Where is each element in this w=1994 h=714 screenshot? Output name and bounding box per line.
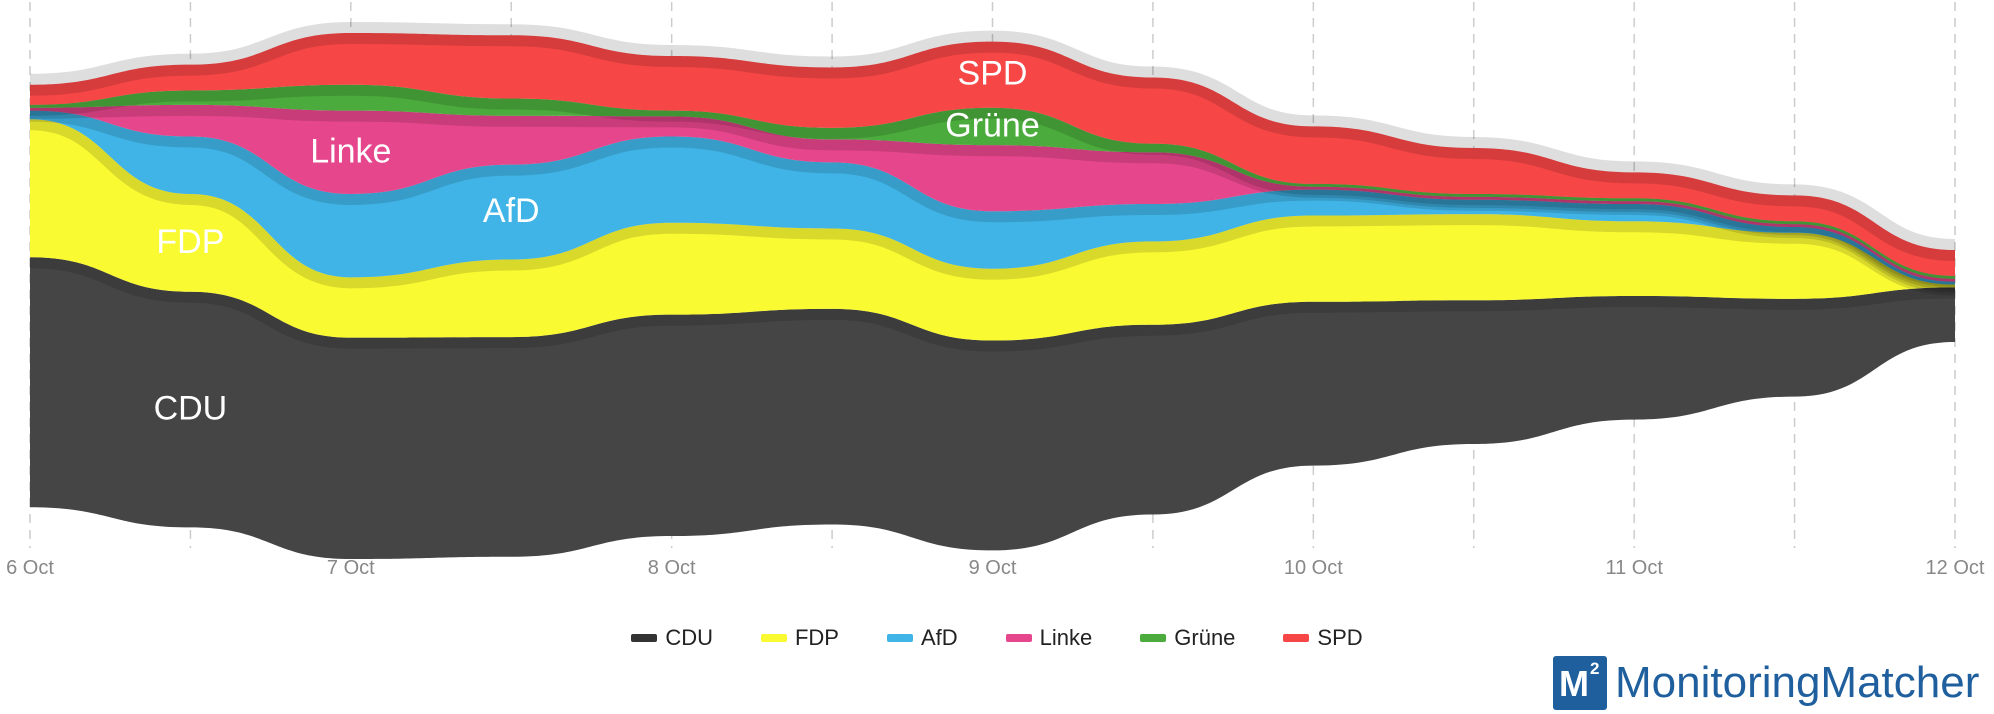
legend-label: SPD <box>1317 625 1363 650</box>
legend-item-afd[interactable]: AfD <box>886 625 958 651</box>
area-label-gruene: Grüne <box>945 106 1040 144</box>
area-label-fdp: FDP <box>156 223 224 261</box>
legend-swatch <box>631 634 658 642</box>
area-afd <box>30 110 1955 285</box>
x-tick-label: 6 Oct <box>6 557 54 579</box>
legend-item-cdu[interactable]: CDU <box>631 625 713 651</box>
legend-label: Linke <box>1039 625 1093 650</box>
legend-swatch <box>1005 634 1032 642</box>
logo-mark-superscript: 2 <box>1590 659 1600 678</box>
area-label-spd: SPD <box>958 55 1028 93</box>
legend-swatch <box>886 634 913 642</box>
logo-wordmark: MonitoringMatcher <box>1615 658 1980 707</box>
legend-swatch <box>1140 634 1167 642</box>
x-tick-label: 9 Oct <box>969 557 1017 579</box>
area-label-cdu: CDU <box>154 390 228 428</box>
x-tick-label: 10 Oct <box>1284 557 1343 579</box>
x-tick-label: 8 Oct <box>648 557 696 579</box>
area-label-linke: Linke <box>310 132 391 170</box>
legend-label: CDU <box>665 625 713 650</box>
area-label-afd: AfD <box>483 192 540 230</box>
x-tick-label: 12 Oct <box>1926 557 1985 579</box>
area-cdu <box>30 257 1955 559</box>
logo-mark-icon: M 2 <box>1553 656 1607 710</box>
area-spd <box>30 33 1955 276</box>
area-fdp <box>30 119 1955 341</box>
legend-item-fdp[interactable]: FDP <box>760 625 839 651</box>
area-labels: CDU FDP AfD Linke Grüne SPD <box>154 55 1040 428</box>
area-gruene <box>30 84 1955 279</box>
legend-item-linke[interactable]: Linke <box>1005 625 1093 651</box>
area-edge-band <box>29 22 1956 262</box>
legend-label: Grüne <box>1174 625 1236 650</box>
x-tick-label: 7 Oct <box>327 557 375 579</box>
legend-item-gruene[interactable]: Grüne <box>1140 625 1235 651</box>
logo-mark-letter: M <box>1559 663 1589 704</box>
legend-swatch <box>1283 634 1310 642</box>
legend: CDU FDP AfD Linke Grüne SPD <box>0 622 1994 654</box>
legend-label: AfD <box>920 625 958 650</box>
area-linke <box>30 104 1955 282</box>
x-axis-ticks: 6 Oct 7 Oct 8 Oct 9 Oct 10 Oct 11 Oct 12 Oct <box>6 557 1985 579</box>
brand-logo[interactable]: M 2 MonitoringMatcher <box>1553 656 1979 710</box>
legend-label: FDP <box>794 625 839 650</box>
x-tick-label: 11 Oct <box>1605 557 1663 579</box>
legend-swatch <box>760 634 787 642</box>
legend-item-spd[interactable]: SPD <box>1283 625 1363 651</box>
area-layers <box>29 22 1956 559</box>
